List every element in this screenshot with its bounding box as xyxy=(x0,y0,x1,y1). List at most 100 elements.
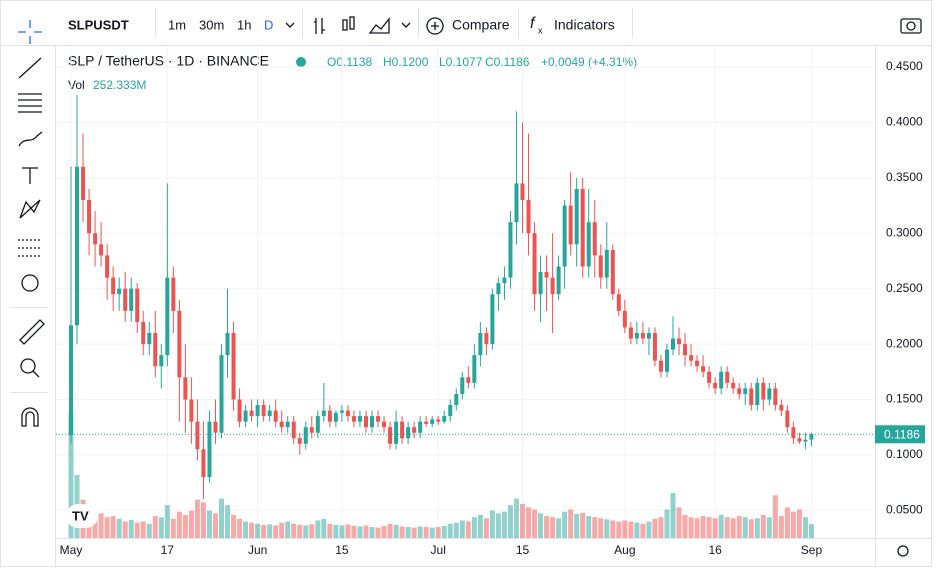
volume-bar xyxy=(357,526,363,538)
compare-icon[interactable] xyxy=(426,17,444,35)
volume-bar xyxy=(417,526,423,538)
magnet-tool[interactable] xyxy=(21,407,39,427)
candle-body xyxy=(243,410,248,422)
candle-body xyxy=(598,255,603,278)
volume-bar xyxy=(116,518,122,538)
candle-body xyxy=(370,416,374,428)
zoom-tool[interactable] xyxy=(20,358,36,374)
volume-bar xyxy=(477,514,483,538)
icon-tool[interactable] xyxy=(21,274,39,292)
volume-bar xyxy=(237,518,243,538)
compare-button[interactable]: Compare xyxy=(452,17,510,33)
volume-bar xyxy=(670,493,676,538)
volume-bar xyxy=(315,520,321,538)
x-tick-label: 16 xyxy=(708,543,722,557)
volume-bar xyxy=(140,521,146,538)
candle-body xyxy=(159,355,164,367)
candle-body xyxy=(574,188,579,245)
interval[interactable]: 1h xyxy=(237,17,251,32)
volume-bar xyxy=(628,521,634,538)
settings-icon[interactable] xyxy=(897,545,909,557)
y-tick-label: 0.1000 xyxy=(886,447,923,461)
candle-body xyxy=(478,333,483,356)
crosshair-tool[interactable] xyxy=(18,20,42,44)
ohlc-low: L0.1077 xyxy=(439,55,483,69)
volume-bar xyxy=(399,526,405,538)
measure-tool[interactable] xyxy=(19,319,45,345)
candle-body xyxy=(514,183,519,223)
volume-bar xyxy=(98,513,104,538)
interval-active[interactable]: D xyxy=(264,17,273,32)
candle-body xyxy=(658,360,663,372)
candle-body xyxy=(285,421,290,428)
indicators-button[interactable]: Indicators xyxy=(554,17,615,33)
line-tool[interactable] xyxy=(18,57,42,79)
interval[interactable]: 1m xyxy=(168,17,186,32)
candle-body xyxy=(725,371,730,383)
candle-body xyxy=(351,416,356,422)
candle-body xyxy=(628,327,633,339)
ohlc-close: C0.1186 xyxy=(485,55,530,69)
volume-bar xyxy=(303,525,309,538)
prediction-tool[interactable] xyxy=(18,239,42,257)
symbol[interactable]: SLPUSDT xyxy=(68,17,129,32)
volume-bar xyxy=(92,514,98,538)
candle-body xyxy=(87,200,92,234)
volume-bar xyxy=(231,514,237,538)
candle-body xyxy=(677,338,682,345)
candle-body xyxy=(502,277,507,284)
volume-bar xyxy=(700,516,706,538)
candle-body xyxy=(538,272,543,295)
volume-bar xyxy=(495,513,501,538)
candle-body xyxy=(201,449,206,478)
bars-icon[interactable] xyxy=(314,18,325,34)
x-tick-label: May xyxy=(60,543,83,557)
volume-bar xyxy=(333,524,339,538)
y-tick-label: 0.0500 xyxy=(886,502,923,516)
volume-label: Vol xyxy=(68,78,85,92)
candle-body xyxy=(652,333,657,361)
volume-bar xyxy=(194,499,200,538)
interval[interactable]: 30m xyxy=(199,17,224,32)
volume-bar xyxy=(321,518,327,538)
candle-body xyxy=(327,410,332,422)
volume-bar xyxy=(706,517,712,538)
fib-tool[interactable] xyxy=(18,93,42,113)
volume-bar xyxy=(285,521,291,538)
candle-body xyxy=(562,205,567,267)
candle-body xyxy=(664,349,669,372)
brush-tool[interactable] xyxy=(18,131,43,147)
candle-body xyxy=(737,388,742,394)
area-icon[interactable] xyxy=(368,17,390,34)
volume-bar xyxy=(760,514,766,538)
volume-bar xyxy=(556,518,562,538)
snapshot-icon[interactable] xyxy=(900,18,922,34)
candle-body xyxy=(249,410,254,417)
volume-bar xyxy=(188,510,194,538)
candle-body xyxy=(773,388,778,406)
volume-bar xyxy=(411,527,417,538)
candle-body xyxy=(357,416,362,422)
volume-bar xyxy=(453,522,459,538)
volume-bar xyxy=(176,511,182,538)
x-tick-label: Jun xyxy=(248,543,267,557)
volume-bar xyxy=(483,518,489,538)
volume-bar xyxy=(682,514,688,538)
volume-bar xyxy=(658,517,664,538)
candle-body xyxy=(604,249,609,278)
y-tick-label: 0.4000 xyxy=(886,115,923,129)
text-tool[interactable] xyxy=(22,167,38,184)
volume-bar xyxy=(748,519,754,538)
volume-bar xyxy=(790,511,796,538)
dropdown[interactable] xyxy=(285,22,295,28)
y-tick-label: 0.4500 xyxy=(886,59,923,73)
volume-bar xyxy=(405,527,411,538)
indicators-icon[interactable]: f xyxy=(530,15,536,32)
candle-body xyxy=(713,382,718,389)
dropdown[interactable] xyxy=(401,22,411,28)
candle-body xyxy=(472,355,477,383)
candle-body xyxy=(382,421,387,428)
pattern-tool[interactable] xyxy=(19,199,41,219)
candles-icon[interactable] xyxy=(342,19,348,31)
volume-bar xyxy=(520,504,525,538)
